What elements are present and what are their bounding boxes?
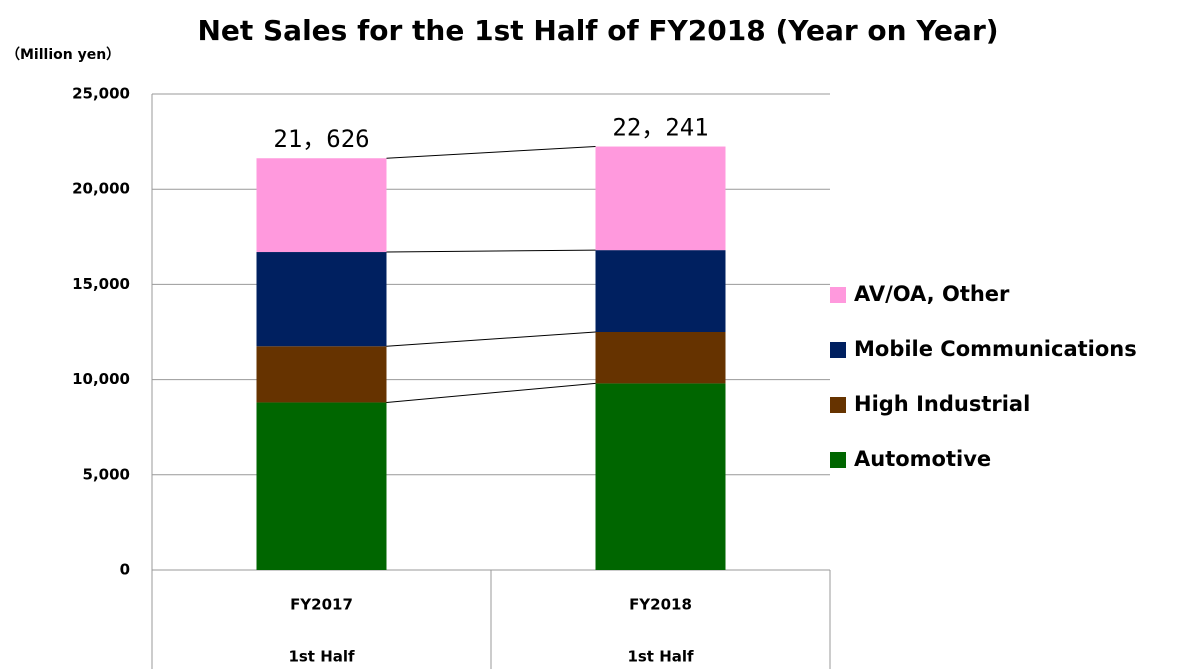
legend-label: High Industrial: [854, 392, 1030, 416]
connector-line: [386, 146, 596, 159]
x-tick-label: FY2017: [290, 596, 353, 614]
y-tick-label: 25,000: [72, 85, 130, 103]
y-tick-label: 10,000: [72, 370, 130, 388]
total-label: 21，626: [273, 125, 369, 153]
bar-segment: [595, 250, 726, 332]
legend-label: Mobile Communications: [854, 337, 1137, 361]
legend-swatch: [830, 287, 846, 303]
legend-label: Automotive: [854, 447, 991, 471]
y-tick-label: 20,000: [72, 180, 130, 198]
x-tick-label: 1st Half: [627, 648, 694, 666]
bar-segment: [595, 332, 726, 384]
legend-swatch: [830, 342, 846, 358]
legend-swatch: [830, 397, 846, 413]
bar-segment: [256, 346, 387, 403]
connector-line: [386, 331, 596, 347]
y-tick-label: 0: [120, 561, 130, 579]
connector-line: [386, 382, 596, 403]
bar-segment: [595, 146, 726, 251]
y-tick-label: 5,000: [83, 465, 130, 483]
total-label: 22，241: [612, 114, 708, 142]
legend-swatch: [830, 452, 846, 468]
y-axis-label: （Million yen）: [6, 47, 120, 63]
bar-segment: [256, 402, 387, 570]
bar-segment: [595, 383, 726, 570]
x-tick-label: FY2018: [629, 596, 692, 614]
bar-segment: [256, 158, 387, 253]
chart-title: Net Sales for the 1st Half of FY2018 (Ye…: [197, 14, 998, 47]
legend-label: AV/OA, Other: [854, 282, 1010, 306]
x-tick-label: 1st Half: [288, 648, 355, 666]
connector-line: [386, 249, 596, 253]
y-tick-label: 15,000: [72, 275, 130, 293]
bar-segment: [256, 252, 387, 347]
